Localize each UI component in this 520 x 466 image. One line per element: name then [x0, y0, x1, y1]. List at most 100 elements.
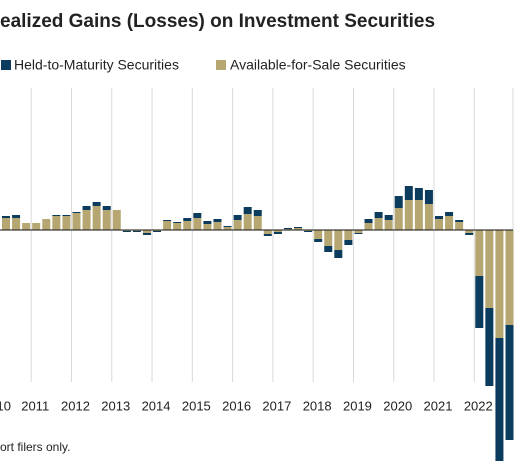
bar-segment — [62, 215, 71, 216]
bar-segment — [32, 223, 41, 230]
x-tick-label: 2014 — [142, 398, 171, 413]
bar-segment — [213, 219, 222, 222]
x-tick-label: 2022 — [464, 398, 493, 413]
bar-segment — [475, 230, 484, 276]
bar-segment — [344, 230, 353, 240]
bar-segment — [384, 220, 393, 230]
bar-segment — [142, 233, 151, 235]
bar-segment — [112, 210, 121, 230]
bar-segment — [404, 186, 413, 200]
bar-segment — [62, 216, 71, 230]
bar-segment — [92, 202, 101, 206]
bar-segment — [52, 215, 61, 216]
bar-segment — [414, 200, 423, 230]
bar-segment — [455, 220, 464, 222]
bar-segment — [324, 230, 333, 246]
bar-segment — [72, 212, 81, 213]
bar-segment — [324, 246, 333, 252]
x-tick-label: 10 — [0, 398, 11, 413]
bar-segment — [304, 231, 313, 232]
bar-segment — [132, 231, 141, 232]
bar-segment — [394, 208, 403, 230]
bar-segment — [22, 223, 31, 230]
bar-segment — [445, 216, 454, 230]
bar-segment — [314, 230, 323, 239]
bar-segment — [263, 234, 272, 236]
bar-segment — [2, 216, 10, 218]
x-tick-label: 2017 — [262, 398, 291, 413]
bar-segment — [2, 218, 10, 230]
x-tick-label: 2011 — [21, 398, 49, 413]
bar-segment — [163, 220, 172, 221]
bar-segment — [354, 230, 363, 233]
bar-segment — [435, 216, 444, 219]
x-tick-label: 2018 — [303, 398, 332, 413]
footnote: ort filers only. — [0, 440, 70, 454]
bar-segment — [243, 214, 252, 230]
bar-segment — [384, 215, 393, 220]
bar-segment — [354, 233, 363, 234]
bar-segment — [193, 218, 202, 230]
bar-segment — [364, 223, 373, 230]
bar-segment — [82, 206, 91, 210]
bar-segment — [42, 219, 51, 230]
bar-segment — [183, 221, 192, 230]
bar-segment — [344, 240, 353, 245]
bar-segment — [263, 230, 272, 234]
bar-segment — [12, 218, 21, 230]
bar-segment — [223, 227, 232, 230]
bar-segment — [273, 230, 282, 232]
bar-segment — [92, 206, 101, 230]
x-tick-label: 2013 — [101, 398, 130, 413]
bar-segment — [475, 276, 484, 328]
bar-segment — [435, 219, 444, 230]
bar-segment — [334, 230, 343, 250]
bar-segment — [314, 239, 323, 242]
bar-segment — [294, 228, 303, 230]
x-tick-label: 2015 — [182, 398, 211, 413]
bar-segment — [485, 230, 494, 308]
bar-segment — [495, 338, 504, 461]
bar-segment — [102, 210, 111, 230]
bar-segment — [253, 216, 262, 230]
bar-segment — [485, 308, 494, 386]
bar-segment — [364, 219, 373, 223]
x-tick-label: 2021 — [424, 398, 453, 413]
x-tick-label: 2020 — [383, 398, 412, 413]
bar-segment — [173, 222, 182, 223]
bar-segment — [294, 227, 303, 228]
bar-segment — [424, 190, 433, 204]
bar-segment — [52, 216, 61, 230]
bar-segment — [82, 210, 91, 230]
bar-segment — [72, 213, 81, 230]
bar-segment — [424, 204, 433, 230]
bar-segment — [163, 221, 172, 230]
bar-segment — [334, 250, 343, 258]
bar-segment — [102, 206, 111, 210]
bar-segment — [233, 220, 242, 230]
legend-swatch — [1, 60, 11, 70]
x-tick-label: 2016 — [222, 398, 251, 413]
bar-segment — [465, 233, 474, 235]
bar-segment — [414, 188, 423, 200]
bar-segment — [203, 224, 212, 230]
bar-segment — [374, 212, 383, 218]
bar-segment — [142, 230, 151, 233]
bar-segment — [183, 218, 192, 221]
bar-segment — [233, 215, 242, 220]
bar-segment — [213, 222, 222, 230]
x-tick-label: 2019 — [343, 398, 372, 413]
bar-segment — [465, 230, 474, 233]
bar-segment — [12, 215, 21, 218]
bar-segment — [404, 200, 413, 230]
legend-label: Held-to-Maturity Securities — [14, 57, 179, 73]
bar-segment — [505, 230, 514, 325]
bar-segment — [374, 218, 383, 230]
bar-segment — [193, 213, 202, 218]
bar-segment — [495, 230, 504, 338]
bar-segment — [505, 325, 514, 440]
bar-segment — [273, 232, 282, 234]
legend-swatch — [216, 60, 226, 70]
chart-title: ealized Gains (Losses) on Investment Sec… — [0, 11, 435, 32]
